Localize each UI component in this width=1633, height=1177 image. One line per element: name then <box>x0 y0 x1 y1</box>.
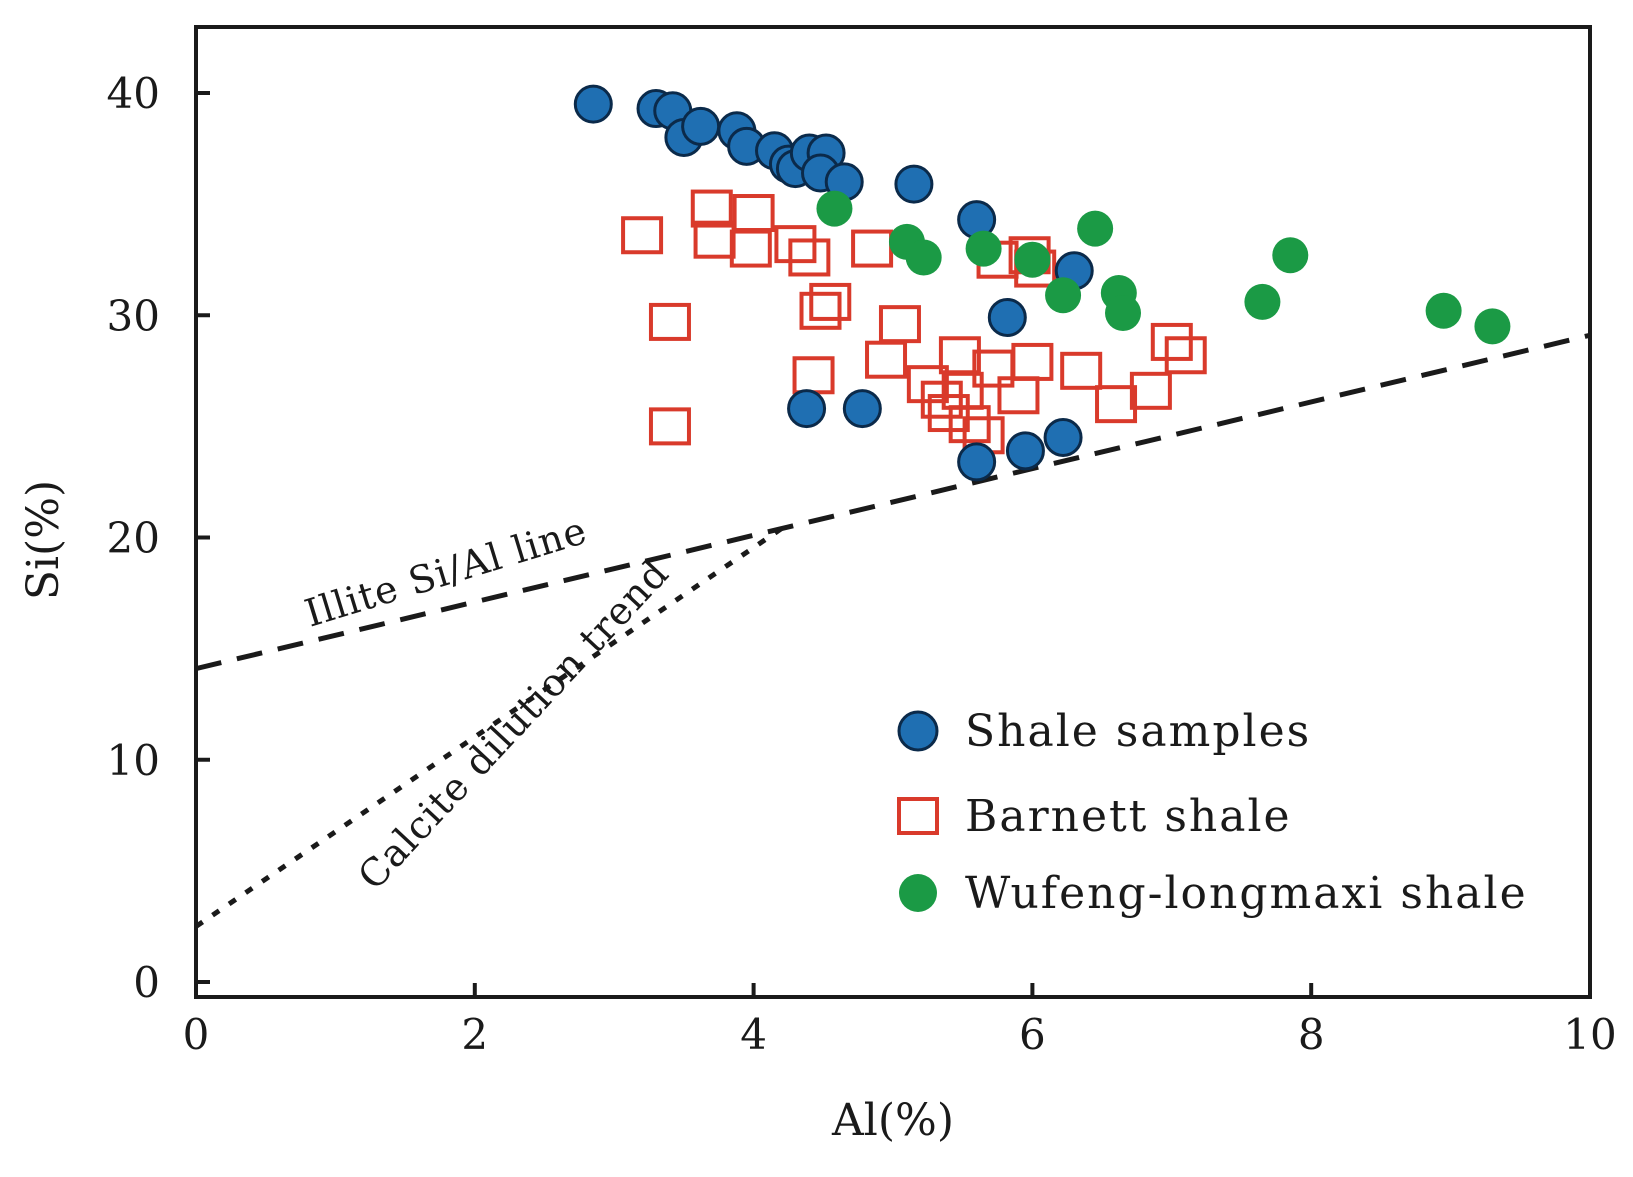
shale-samples-point <box>1005 431 1045 471</box>
barnett-shale-point <box>865 340 908 379</box>
barnett-shale-point <box>774 225 817 264</box>
barnett-shale-point <box>1095 385 1138 424</box>
wufeng-longmaxi-shale-point <box>1425 292 1462 329</box>
barnett-shale-point <box>1060 351 1103 390</box>
barnett-shale-point <box>799 291 842 330</box>
illite-si-al-line <box>195 332 1591 672</box>
x-tick-label: 8 <box>1298 1010 1325 1059</box>
wufeng-longmaxi-shale-point <box>816 190 853 227</box>
x-tick-label: 4 <box>740 1010 767 1059</box>
wufeng-longmaxi-shale-point <box>1474 308 1511 345</box>
y-tick-label: 0 <box>133 958 160 1007</box>
wufeng-longmaxi-shale-point <box>1014 241 1051 278</box>
x-tick-label: 10 <box>1563 1010 1616 1059</box>
wufeng-longmaxi-shale-point <box>1105 295 1142 332</box>
data-points <box>573 84 1511 482</box>
plot-frame <box>194 25 1592 999</box>
barnett-shale-point <box>648 302 691 341</box>
x-tick-label: 6 <box>1019 1010 1046 1059</box>
shale-samples-point <box>987 297 1027 337</box>
shale-samples-point <box>573 84 613 124</box>
wufeng-longmaxi-shale-point <box>1272 237 1309 274</box>
barnett-shale-point <box>621 216 664 255</box>
barnett-shale-point <box>997 376 1040 415</box>
shale-samples-point <box>681 106 721 146</box>
x-axis-title: Al(%) <box>831 1095 954 1146</box>
shale-samples-point <box>842 389 882 429</box>
barnett-shale-point <box>1164 336 1207 375</box>
wufeng-longmaxi-shale-point <box>965 230 1002 267</box>
wufeng-longmaxi-shale-point <box>1077 210 1114 247</box>
legend-label-shale-samples: Shale samples <box>965 706 1311 757</box>
y-tick-label: 40 <box>107 69 160 118</box>
legend-label-barnett-shale: Barnett shale <box>965 791 1292 842</box>
y-tick-label: 30 <box>107 291 160 340</box>
shale-samples-point <box>957 442 997 482</box>
barnett-shale-point <box>1129 371 1172 410</box>
legend-marker-wufeng-longmaxi <box>899 874 937 912</box>
legend: Shale samples Barnett shale Wufeng-longm… <box>897 706 1528 919</box>
x-tick-label: 2 <box>461 1010 488 1059</box>
y-tick-label: 10 <box>107 736 160 785</box>
barnett-shale-point <box>690 189 733 228</box>
barnett-shale-point <box>948 405 991 444</box>
barnett-shale-point <box>809 282 852 321</box>
shale-samples-point <box>787 389 827 429</box>
barnett-shale-point <box>1150 322 1193 361</box>
legend-marker-shale-samples <box>897 710 939 752</box>
shale-samples-point <box>1043 417 1083 457</box>
legend-label-wufeng-longmaxi: Wufeng-longmaxi shale <box>965 868 1528 919</box>
y-axis-title: Si(%) <box>18 480 69 600</box>
x-tick-label: 0 <box>183 1010 210 1059</box>
axis-ticks: 0 2 4 6 8 10 0 10 20 30 40 <box>107 69 1617 1059</box>
barnett-shale-point <box>788 238 831 277</box>
wufeng-longmaxi-shale-point <box>905 239 942 276</box>
reference-lines <box>194 332 1591 929</box>
barnett-shale-point <box>648 407 691 446</box>
legend-marker-barnett-shale <box>897 797 939 835</box>
barnett-shale-point <box>729 229 772 268</box>
y-tick-label: 20 <box>107 514 160 563</box>
wufeng-longmaxi-shale-point <box>1244 283 1281 320</box>
wufeng-longmaxi-shale-point <box>1045 277 1082 314</box>
shale-samples-point <box>894 164 934 204</box>
